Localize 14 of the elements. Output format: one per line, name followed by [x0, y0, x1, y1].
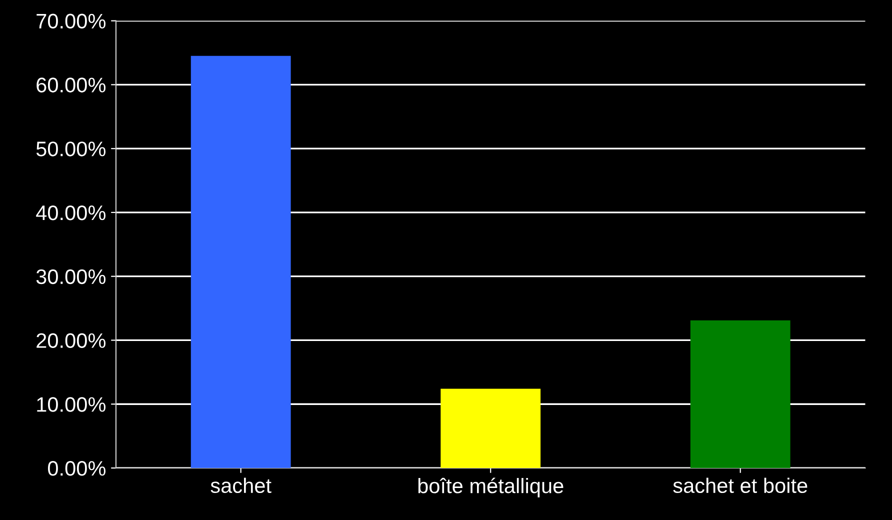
y-tick-label: 20.00%	[36, 333, 106, 348]
x-tick-label: sachet	[210, 478, 272, 494]
x-tick-label: boîte métallique	[418, 478, 564, 498]
y-tick-label: 40.00%	[36, 205, 106, 220]
x-tick-label: sachet et boite	[673, 478, 808, 494]
y-tick-label: 10.00%	[37, 397, 106, 412]
bar	[690, 320, 790, 468]
y-tick-label: 50.00%	[36, 142, 106, 156]
y-tick-label: 70.00%	[36, 14, 106, 29]
bar	[190, 56, 291, 468]
y-tick-label: 60.00%	[36, 78, 106, 92]
bar	[440, 388, 541, 468]
y-tick-label: 0.00%	[48, 461, 106, 476]
y-tick-label: 30.00%	[36, 269, 106, 284]
